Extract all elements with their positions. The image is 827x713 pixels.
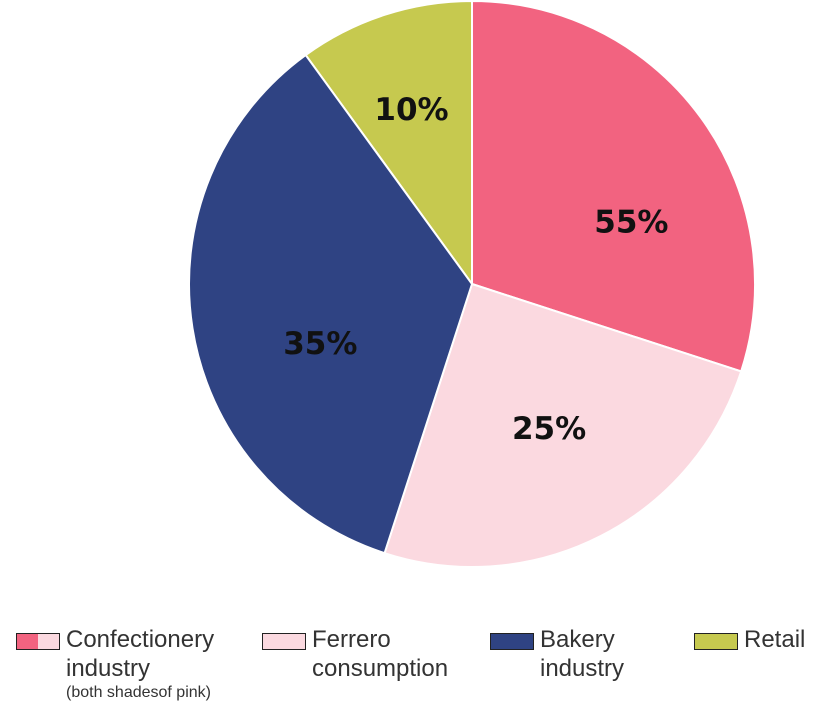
- legend-swatch-bakery: [490, 633, 534, 650]
- legend-label-ferrero-line2: consumption: [312, 655, 449, 682]
- pie-chart: 10% 55% 25% 35%: [188, 0, 756, 568]
- legend-label-ferrero: Ferrero: [312, 626, 391, 653]
- legend-item-ferrero: Ferrero consumption: [262, 625, 448, 683]
- chart-legend: Confectionery industry (both shadesof pi…: [0, 625, 827, 713]
- slice-label-55pct: 55%: [594, 205, 668, 241]
- legend-label-confectionery-line2: industry: [66, 655, 151, 682]
- pie-slice-35pct: [188, 53, 474, 555]
- slice-label-25pct: 25%: [512, 411, 586, 447]
- legend-swatch-retail: [694, 633, 738, 650]
- legend-item-retail: Retail: [694, 625, 805, 654]
- legend-item-confectionery: Confectionery industry (both shadesof pi…: [16, 625, 214, 703]
- legend-label-confectionery: Confectionery: [66, 626, 215, 653]
- slice-label-35pct: 35%: [283, 326, 357, 362]
- legend-item-bakery: Bakery industry: [490, 625, 624, 683]
- pie-slice-25pct: [383, 282, 743, 568]
- legend-label-retail: Retail: [744, 626, 806, 653]
- slice-label-10pct: 10%: [374, 92, 448, 128]
- legend-label-bakery-line2: industry: [540, 655, 625, 682]
- pie-slice-10pct: [304, 0, 473, 288]
- legend-label-bakery: Bakery: [540, 626, 615, 653]
- legend-note-confectionery: (both shadesof pink): [66, 684, 211, 701]
- legend-swatch-confectionery: [16, 633, 60, 650]
- legend-swatch-ferrero: [262, 633, 306, 650]
- pie-slice-55pct: [471, 0, 756, 373]
